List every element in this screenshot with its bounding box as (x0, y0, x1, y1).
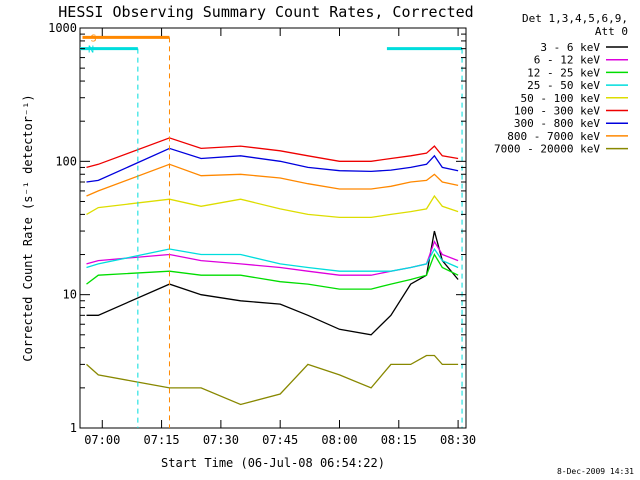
series-line-8 (86, 354, 459, 406)
x-tick-label-6: 08:30 (440, 433, 476, 447)
legend-label-8: 7000 - 20000 keV (494, 143, 600, 156)
legend-header-line-1: Det 1,3,4,5,6,9, (522, 12, 628, 25)
series-line-0 (86, 230, 459, 336)
legend-label-2: 12 - 25 keV (527, 66, 600, 79)
x-tick-label-2: 07:30 (203, 433, 239, 447)
legend-label-1: 6 - 12 keV (534, 54, 601, 67)
legend-header-line-2: Att 0 (595, 25, 628, 38)
legend-label-4: 50 - 100 keV (521, 92, 601, 105)
legend-label-6: 300 - 800 keV (514, 117, 600, 130)
annotation-label-0: S (91, 33, 97, 44)
series-line-7 (86, 163, 459, 197)
x-axis-ticks: 07:00 07:15 07:30 07:45 08:00 08:15 08:30 (84, 28, 476, 447)
x-tick-label-3: 07:45 (262, 433, 298, 447)
series-line-2 (86, 253, 459, 290)
y-tick-label-0: 1 (70, 421, 77, 435)
series-line-4 (86, 194, 459, 219)
plot-frame (79, 27, 467, 429)
legend-label-7: 800 - 7000 keV (507, 130, 600, 143)
legend-label-5: 100 - 300 keV (514, 105, 600, 118)
y-tick-label-2: 100 (55, 154, 77, 168)
y-axis-ticks: 1 10 100 1000 (48, 21, 466, 435)
x-tick-label-4: 08:00 (321, 433, 357, 447)
series-line-1 (86, 240, 459, 276)
y-axis-label: Corrected Count Rate (s⁻¹ detector⁻¹) (21, 94, 35, 361)
series-line-6 (86, 147, 459, 183)
annotation-layer: SN (80, 33, 463, 428)
series-line-5 (86, 137, 459, 169)
series-line-3 (86, 247, 459, 272)
legend-label-3: 25 - 50 keV (527, 79, 600, 92)
y-tick-label-3: 1000 (48, 21, 77, 35)
footer-timestamp: 8-Dec-2009 14:31 (557, 467, 634, 476)
x-tick-label-0: 07:00 (84, 433, 120, 447)
series-layer (86, 137, 459, 406)
chart-title: HESSI Observing Summary Count Rates, Cor… (58, 3, 473, 21)
y-tick-label-1: 10 (63, 288, 77, 302)
x-axis-label: Start Time (06-Jul-08 06:54:22) (161, 456, 385, 470)
x-tick-label-1: 07:15 (144, 433, 180, 447)
legend-label-0: 3 - 6 keV (540, 41, 600, 54)
plot-area: SN 07:00 07:15 07:30 07:45 08:00 08:15 08:30 1… (48, 21, 476, 447)
x-tick-label-5: 08:15 (381, 433, 417, 447)
annotation-label-1: N (88, 45, 94, 56)
